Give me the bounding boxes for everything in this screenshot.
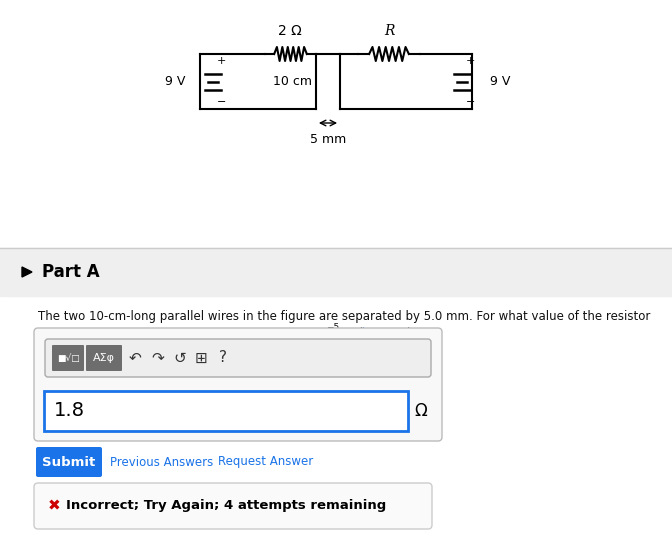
- Bar: [0, 248, 672, 296]
- Text: N? (: N? (: [336, 327, 363, 340]
- Text: ✖: ✖: [48, 498, 60, 514]
- FancyBboxPatch shape: [44, 391, 408, 431]
- Text: 5 mm: 5 mm: [310, 133, 346, 146]
- Text: ↶: ↶: [129, 350, 142, 366]
- Polygon shape: [22, 267, 32, 277]
- Text: 10 cm: 10 cm: [273, 75, 312, 88]
- Text: −5: −5: [326, 323, 339, 332]
- Text: ■√□: ■√□: [56, 354, 79, 362]
- Text: The two 10-cm-long parallel wires in the figure are separated by 5.0 mm. For wha: The two 10-cm-long parallel wires in the…: [38, 310, 650, 323]
- Text: Figure 1: Figure 1: [356, 327, 403, 340]
- Text: −: −: [466, 97, 475, 108]
- Bar: [0, 0, 672, 264]
- FancyBboxPatch shape: [52, 345, 84, 371]
- Text: AΣφ: AΣφ: [93, 353, 115, 363]
- FancyBboxPatch shape: [36, 447, 102, 477]
- Text: +: +: [466, 55, 475, 65]
- Text: Request Answer: Request Answer: [218, 455, 313, 468]
- Text: R: R: [384, 24, 394, 38]
- Text: ?: ?: [219, 350, 227, 366]
- FancyBboxPatch shape: [45, 339, 431, 377]
- Text: 9 V: 9 V: [490, 75, 510, 88]
- Text: Part A: Part A: [42, 263, 99, 281]
- Text: −: −: [217, 97, 226, 108]
- FancyBboxPatch shape: [34, 483, 432, 529]
- Text: ⊞: ⊞: [195, 350, 208, 366]
- Text: ↷: ↷: [151, 350, 164, 366]
- Text: 9 V: 9 V: [165, 75, 185, 88]
- Text: Submit: Submit: [42, 455, 95, 468]
- Text: Previous Answers: Previous Answers: [110, 455, 213, 468]
- Text: $R$ will the force between the two wires be 7.20×10: $R$ will the force between the two wires…: [38, 327, 337, 341]
- Text: ): ): [406, 327, 411, 340]
- FancyBboxPatch shape: [34, 328, 442, 441]
- FancyBboxPatch shape: [86, 345, 122, 371]
- Text: 1.8: 1.8: [54, 401, 85, 421]
- Text: Incorrect; Try Again; 4 attempts remaining: Incorrect; Try Again; 4 attempts remaini…: [66, 499, 386, 512]
- Text: ↺: ↺: [173, 350, 185, 366]
- Text: Ω: Ω: [414, 402, 427, 420]
- Text: +: +: [217, 55, 226, 65]
- Text: 2 Ω: 2 Ω: [278, 24, 302, 38]
